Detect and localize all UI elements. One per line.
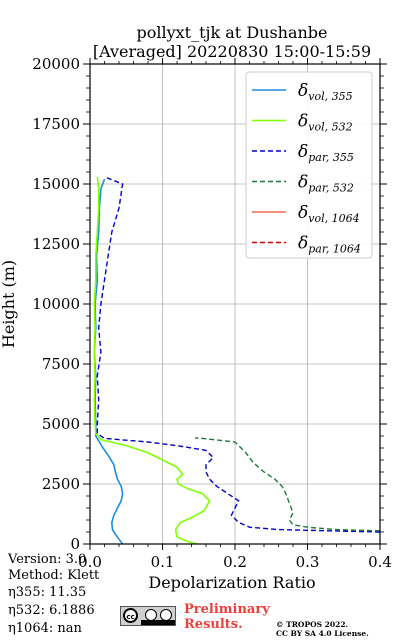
preliminary-line1: Preliminary xyxy=(184,602,270,617)
legend-label: δvol, 355 xyxy=(298,81,353,103)
legend-label: δpar, 532 xyxy=(298,173,354,195)
cc-license-badge: cc xyxy=(120,606,176,626)
eta532-text: η532: 6.1886 xyxy=(8,603,95,618)
series-line-3 xyxy=(195,437,380,532)
copyright-line2: CC BY SA 4.0 License. xyxy=(276,629,369,638)
x-axis-label: Depolarization Ratio xyxy=(148,573,315,592)
legend-label: δpar, 355 xyxy=(298,142,354,164)
y-tick-label: 10000 xyxy=(32,295,80,313)
y-tick-label: 20000 xyxy=(32,55,80,73)
plot-frame xyxy=(89,63,381,545)
depolarization-chart: pollyxt_tjk at Dushanbe [Averaged] 20220… xyxy=(0,23,392,592)
y-axis-label: Height (m) xyxy=(0,260,18,348)
axes: 0.0 0.1 0.2 0.3 0.4 0 2500 5000 7500 10000 12500 15… xyxy=(32,55,392,571)
legend-label: δpar, 1064 xyxy=(298,234,361,256)
cc-icon: cc xyxy=(123,608,138,623)
series-line-0 xyxy=(93,178,124,544)
x-tick-label: 0.2 xyxy=(223,553,247,571)
eta355-text: η355: 11.35 xyxy=(8,585,87,600)
y-tick-label: 7500 xyxy=(42,355,80,373)
y-tick-label: 15000 xyxy=(32,175,80,193)
y-tick-label: 0 xyxy=(70,535,80,553)
legend: δvol, 355 δvol, 532 δpar, 355 δpar, 532 δvol… xyxy=(245,71,373,259)
preliminary-line2: Results. xyxy=(184,617,243,632)
series-line-1 xyxy=(93,176,211,544)
x-tick-label: 0.0 xyxy=(78,553,102,571)
chart-subtitle: [Averaged] 20220830 15:00-15:59 xyxy=(93,42,371,61)
y-tick-label: 12500 xyxy=(32,235,80,253)
copyright-line1: © TROPOS 2022. xyxy=(276,620,349,629)
y-tick-label: 17500 xyxy=(32,115,80,133)
chart-title: pollyxt_tjk at Dushanbe xyxy=(136,23,327,42)
x-tick-label: 0.1 xyxy=(151,553,175,571)
plot-area xyxy=(93,176,380,544)
legend-label: δvol, 532 xyxy=(298,112,353,134)
copyright-note: © TROPOS 2022. CC BY SA 4.0 License. xyxy=(276,620,369,638)
y-tick-label: 5000 xyxy=(42,415,80,433)
x-tick-label: 0.4 xyxy=(368,553,392,571)
eta1064-text: η1064: nan xyxy=(8,621,82,636)
method-text: Method: Klett xyxy=(8,568,100,583)
y-tick-label: 2500 xyxy=(42,475,80,493)
version-text: Version: 3.0 xyxy=(8,552,87,567)
badge-strip xyxy=(141,620,175,625)
series-line-2 xyxy=(96,176,380,533)
preliminary-results-note: Preliminary Results. xyxy=(184,602,270,632)
x-tick-label: 0.3 xyxy=(296,553,320,571)
legend-label: δvol, 1064 xyxy=(298,203,360,225)
